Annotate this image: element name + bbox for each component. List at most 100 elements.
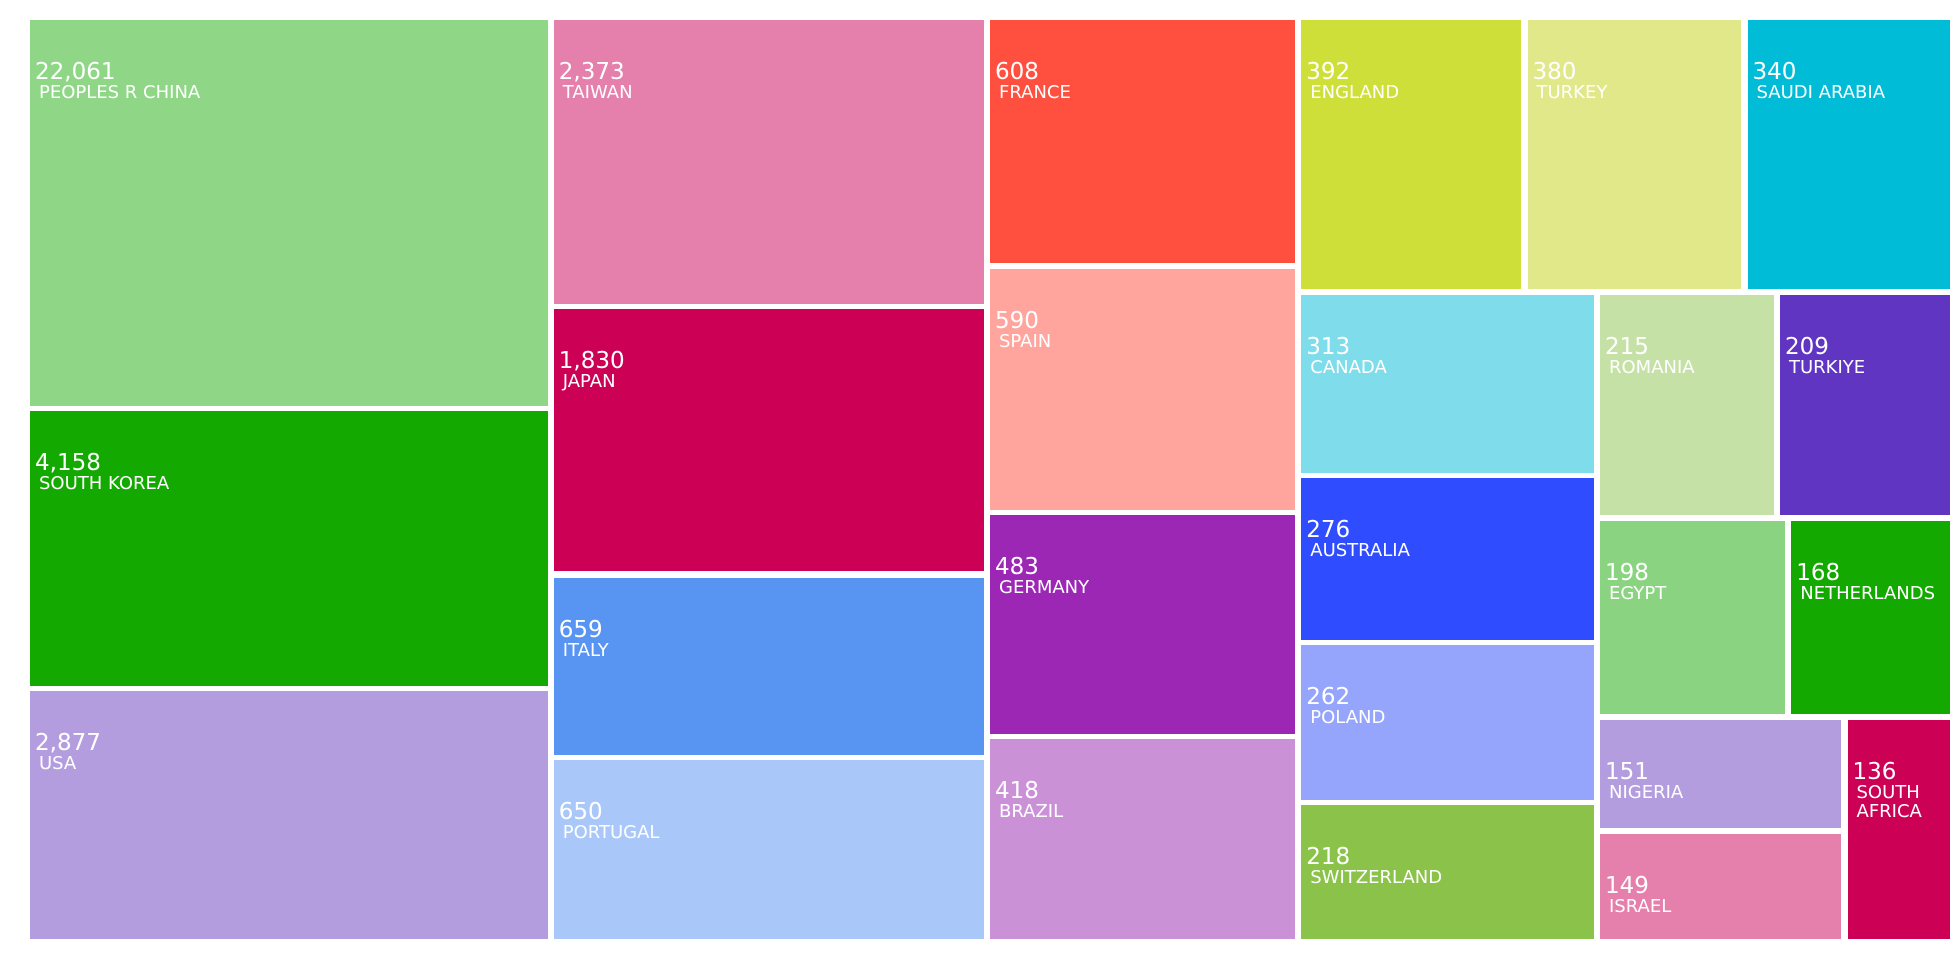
value-label: 262	[1306, 684, 1351, 710]
category-label: ITALY	[562, 639, 609, 661]
cell-label: 392 ENGLAND	[1306, 60, 1519, 103]
cell-label: 218 SWITZERLAND	[1306, 845, 1592, 888]
cell-label: 198 EGYPT	[1605, 561, 1783, 604]
category-label: SPAIN	[999, 330, 1052, 352]
treemap-cell: 608 FRANCE	[990, 20, 1295, 263]
value-label: 590	[995, 307, 1039, 334]
treemap-cell: 198 EGYPT	[1600, 521, 1785, 714]
category-label: BRAZIL	[999, 800, 1064, 822]
category-label: FRANCE	[999, 82, 1071, 104]
value-label: 215	[1605, 334, 1649, 360]
treemap-cell: 392 ENGLAND	[1301, 20, 1522, 289]
cell-label: 215 ROMANIA	[1605, 335, 1772, 378]
value-label: 22,061	[35, 59, 116, 85]
treemap-cell: 218 SWITZERLAND	[1301, 805, 1594, 939]
treemap-cell: 340 SAUDI ARABIA	[1747, 20, 1950, 289]
treemap-cell: 4,158 SOUTH KOREA	[30, 411, 548, 687]
cell-label: 418 BRAZIL	[995, 779, 1293, 822]
cell-label: 380 TURKEY	[1533, 60, 1740, 103]
treemap-cell: 149 ISRAEL	[1600, 833, 1842, 939]
value-label: 168	[1796, 560, 1841, 587]
value-label: 659	[558, 616, 603, 643]
value-label: 340	[1752, 59, 1797, 85]
cell-label: 151 NIGERIA	[1605, 760, 1839, 803]
treemap-cell: 22,061 PEOPLES R CHINA	[30, 20, 548, 407]
category-label: TURKEY	[1536, 82, 1608, 104]
cell-label: 149 ISRAEL	[1605, 874, 1839, 917]
treemap-cell: 483 GERMANY	[990, 515, 1295, 734]
category-label: PORTUGAL	[562, 822, 660, 844]
category-label: NIGERIA	[1609, 782, 1684, 804]
treemap-cell: 168 NETHERLANDS	[1791, 521, 1950, 714]
treemap-cell: 313 CANADA	[1301, 295, 1594, 473]
category-label: POLAND	[1310, 707, 1386, 729]
treemap-cell: 209 TURKIYE	[1780, 295, 1950, 515]
value-label: 650	[558, 799, 603, 825]
cell-label: 340 SAUDI ARABIA	[1753, 60, 1949, 103]
value-label: 136	[1852, 759, 1897, 785]
treemap-cell: 2,373 TAIWAN	[553, 20, 984, 304]
cell-label: 4,158 SOUTH KOREA	[35, 451, 546, 494]
value-label: 608	[995, 59, 1039, 85]
value-label: 483	[995, 554, 1039, 580]
treemap-cell: 418 BRAZIL	[990, 738, 1295, 939]
cell-label: 590 SPAIN	[995, 309, 1293, 352]
treemap-cell: 1,830 JAPAN	[553, 308, 984, 572]
treemap-cell: 136 SOUTH AFRICA	[1847, 720, 1950, 939]
cell-label: 1,830 JAPAN	[559, 349, 982, 392]
value-label: 380	[1532, 59, 1577, 85]
category-label: AUSTRALIA	[1310, 539, 1410, 561]
value-label: 209	[1785, 334, 1829, 360]
value-label: 218	[1306, 844, 1351, 870]
category-label: CANADA	[1310, 357, 1387, 379]
value-label: 4,158	[35, 450, 101, 477]
value-label: 276	[1306, 516, 1351, 543]
treemap-cell: 659 ITALY	[553, 577, 984, 755]
cell-label: 136 SOUTH AFRICA	[1853, 760, 1949, 822]
treemap-cell: 380 TURKEY	[1527, 20, 1742, 289]
category-label: SAUDI ARABIA	[1756, 82, 1886, 104]
cell-label: 22,061 PEOPLES R CHINA	[35, 60, 546, 103]
category-label: EGYPT	[1609, 583, 1667, 605]
cell-label: 276 AUSTRALIA	[1306, 516, 1592, 561]
treemap-cell: 590 SPAIN	[990, 268, 1295, 510]
cell-label: 2,877 USA	[35, 731, 546, 774]
value-label: 313	[1306, 334, 1351, 360]
category-label: ISRAEL	[1609, 895, 1672, 917]
category-label: GERMANY	[999, 577, 1090, 599]
cell-label: 168 NETHERLANDS	[1796, 561, 1948, 604]
category-label: SWITZERLAND	[1310, 867, 1443, 889]
value-label: 418	[995, 777, 1039, 804]
cell-label: 608 FRANCE	[995, 60, 1293, 103]
value-label: 1,830	[558, 347, 625, 374]
category-label: PEOPLES R CHINA	[39, 82, 201, 104]
category-label: SOUTH AFRICA	[1856, 782, 1922, 823]
category-label: NETHERLANDS	[1800, 583, 1936, 605]
category-label: TAIWAN	[562, 82, 633, 104]
category-label: JAPAN	[562, 370, 616, 392]
cell-label: 650 PORTUGAL	[559, 800, 982, 843]
treemap-cell: 151 NIGERIA	[1600, 720, 1842, 828]
value-label: 149	[1605, 872, 1649, 899]
cell-label: 659 ITALY	[558, 616, 982, 661]
category-label: TURKIYE	[1789, 357, 1866, 379]
treemap-cell: 262 POLAND	[1301, 645, 1594, 800]
treemap-cell: 215 ROMANIA	[1600, 295, 1774, 515]
cell-label: 262 POLAND	[1306, 685, 1592, 728]
value-label: 2,877	[35, 730, 101, 757]
treemap-cell: 650 PORTUGAL	[553, 760, 984, 939]
value-label: 151	[1605, 759, 1649, 785]
value-label: 2,373	[558, 59, 625, 85]
cell-label: 2,373 TAIWAN	[559, 60, 982, 103]
treemap-cell: 2,877 USA	[30, 691, 548, 939]
category-label: USA	[39, 753, 77, 775]
category-label: ROMANIA	[1609, 357, 1695, 379]
category-label: SOUTH KOREA	[39, 473, 170, 495]
category-label: ENGLAND	[1310, 82, 1400, 104]
value-label: 392	[1306, 59, 1351, 85]
cell-label: 313 CANADA	[1306, 335, 1592, 378]
value-label: 198	[1605, 560, 1649, 587]
cell-label: 209 TURKIYE	[1785, 335, 1948, 378]
cell-label: 483 GERMANY	[995, 555, 1293, 598]
